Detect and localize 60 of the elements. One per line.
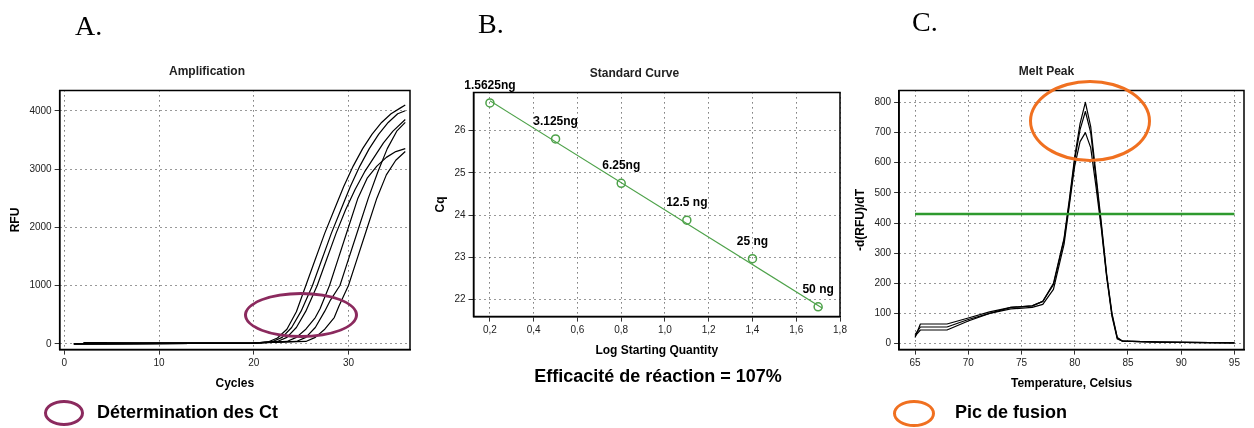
x-tick-label: 80 bbox=[1069, 357, 1081, 369]
annotation: 1.5625ng bbox=[464, 77, 516, 92]
text: C. bbox=[912, 6, 938, 38]
y-tick-label: 800 bbox=[874, 96, 892, 108]
chart-title: Standard Curve bbox=[589, 65, 680, 80]
text: Pic de fusion bbox=[955, 402, 1068, 423]
x-tick-label: 0,8 bbox=[614, 324, 629, 336]
text: A. bbox=[75, 10, 103, 42]
y-tick-label: 2000 bbox=[29, 221, 53, 233]
y-tick-label: 26 bbox=[454, 124, 466, 136]
x-axis-title: Cycles bbox=[215, 376, 255, 391]
text: Détermination des Ct bbox=[97, 402, 279, 423]
x-tick-label: 1,2 bbox=[701, 324, 717, 336]
chart-title: Melt Peak bbox=[1018, 63, 1075, 78]
x-tick-label: 0 bbox=[61, 357, 68, 369]
chart-title: Amplification bbox=[168, 63, 246, 78]
x-tick-label: 70 bbox=[962, 357, 975, 369]
x-tick-label: 1,6 bbox=[789, 324, 804, 336]
y-tick-label: 400 bbox=[874, 216, 892, 228]
y-tick-label: 700 bbox=[874, 126, 892, 138]
y-tick-label: 3000 bbox=[29, 162, 53, 174]
text: B. bbox=[478, 8, 504, 40]
x-tick-label: 1,0 bbox=[658, 324, 673, 336]
x-tick-label: 0,2 bbox=[482, 324, 498, 336]
y-tick-label: 100 bbox=[874, 307, 892, 319]
x-tick-label: 65 bbox=[909, 357, 922, 369]
text: Efficacité de réaction = 107% bbox=[534, 366, 782, 387]
x-axis-title: Log Starting Quantity bbox=[595, 343, 719, 358]
y-tick-label: 300 bbox=[874, 246, 892, 258]
y-tick-label: 23 bbox=[454, 251, 466, 263]
x-tick-label: 20 bbox=[248, 357, 260, 369]
annotation: 25 ng bbox=[736, 233, 769, 248]
annotation: 50 ng bbox=[802, 281, 834, 296]
x-tick-label: 0,6 bbox=[570, 324, 585, 336]
y-tick-label: 0 bbox=[46, 337, 53, 349]
y-axis-title: RFU bbox=[7, 207, 22, 233]
annotation: 12.5 ng bbox=[666, 195, 708, 210]
x-tick-label: 1,4 bbox=[745, 324, 760, 336]
y-tick-label: 200 bbox=[874, 277, 892, 289]
y-tick-label: 600 bbox=[874, 156, 892, 168]
x-tick-label: 85 bbox=[1122, 357, 1134, 369]
x-tick-label: 10 bbox=[153, 357, 166, 369]
y-tick-label: 1000 bbox=[29, 279, 53, 291]
y-tick-label: 4000 bbox=[29, 104, 53, 116]
y-tick-label: 22 bbox=[454, 293, 466, 305]
annotation: 6.25ng bbox=[602, 158, 641, 173]
y-tick-label: 24 bbox=[454, 208, 466, 220]
y-axis-title: Cq bbox=[432, 196, 447, 213]
x-tick-label: 0,4 bbox=[526, 324, 542, 336]
y-tick-label: 500 bbox=[874, 186, 892, 198]
x-tick-label: 1,8 bbox=[833, 324, 848, 336]
y-tick-label: 25 bbox=[454, 166, 466, 178]
x-tick-label: 90 bbox=[1175, 357, 1188, 369]
x-axis-title: Temperature, Celsius bbox=[1010, 376, 1133, 391]
x-tick-label: 95 bbox=[1228, 357, 1241, 369]
y-tick-label: 0 bbox=[885, 337, 892, 349]
y-axis-title: -d(RFU)/dT bbox=[852, 188, 867, 251]
annotation: 3.125ng bbox=[533, 113, 578, 128]
x-tick-label: 75 bbox=[1015, 357, 1028, 369]
x-tick-label: 30 bbox=[342, 357, 355, 369]
